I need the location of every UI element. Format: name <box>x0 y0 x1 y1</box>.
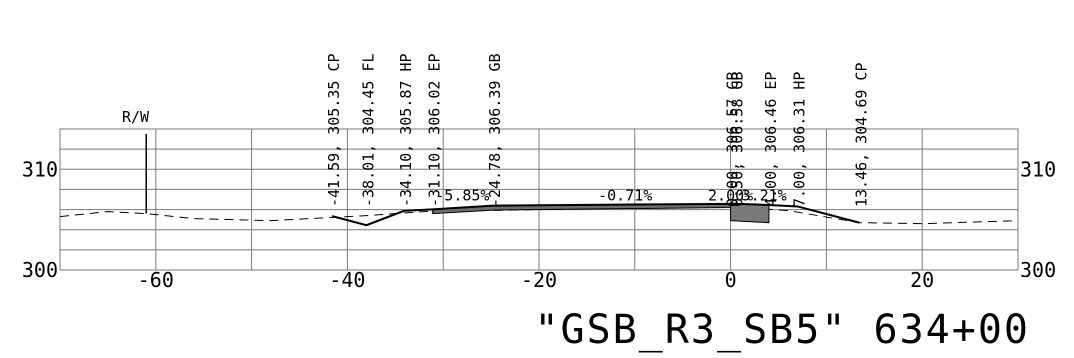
profiles <box>59 134 1019 227</box>
row-label: R/W <box>122 108 150 126</box>
x-tick-label: 20 <box>910 268 934 292</box>
design-surface-line <box>331 202 860 227</box>
labels: -60 -40 -20 0 20 310 310 300 300 -41.59, 305.35 C… <box>22 53 1056 292</box>
slope-label: 3.21% <box>742 187 787 205</box>
point-callout: -24.78, 306.39 GB <box>486 53 504 207</box>
y-label-right: 310 <box>1020 157 1056 181</box>
point-callout: 0.00, 306.57 GB <box>724 72 742 207</box>
point-callout: 7.00, 306.31 HP <box>791 72 809 207</box>
slope-label: -5.85% <box>435 187 489 205</box>
x-tick-label: -40 <box>329 268 365 292</box>
drawing-title: "GSB_R3_SB5" 634+00 <box>534 307 1030 353</box>
point-callout: -31.10, 306.02 EP <box>426 53 444 207</box>
x-tick-label: -20 <box>521 268 557 292</box>
point-callout: -34.10, 305.87 HP <box>397 53 415 207</box>
point-callout: -41.59, 305.35 CP <box>325 53 343 207</box>
y-label-left: 300 <box>22 258 58 282</box>
point-callout: 0.50, 306.58 GB <box>728 72 746 207</box>
slope-label: 2.00% <box>708 187 753 205</box>
y-label-left: 310 <box>22 157 58 181</box>
point-callout: 4.00, 306.46 EP <box>762 72 780 207</box>
point-callout: 13.46, 304.69 CP <box>853 63 871 208</box>
x-tick-label: -60 <box>138 268 174 292</box>
slope-label: -0.71% <box>598 187 652 205</box>
grid <box>59 128 1019 271</box>
x-tick-label: 0 <box>725 268 737 292</box>
y-label-right: 300 <box>1020 258 1056 282</box>
point-callout: -38.01, 304.45 FL <box>359 53 377 207</box>
